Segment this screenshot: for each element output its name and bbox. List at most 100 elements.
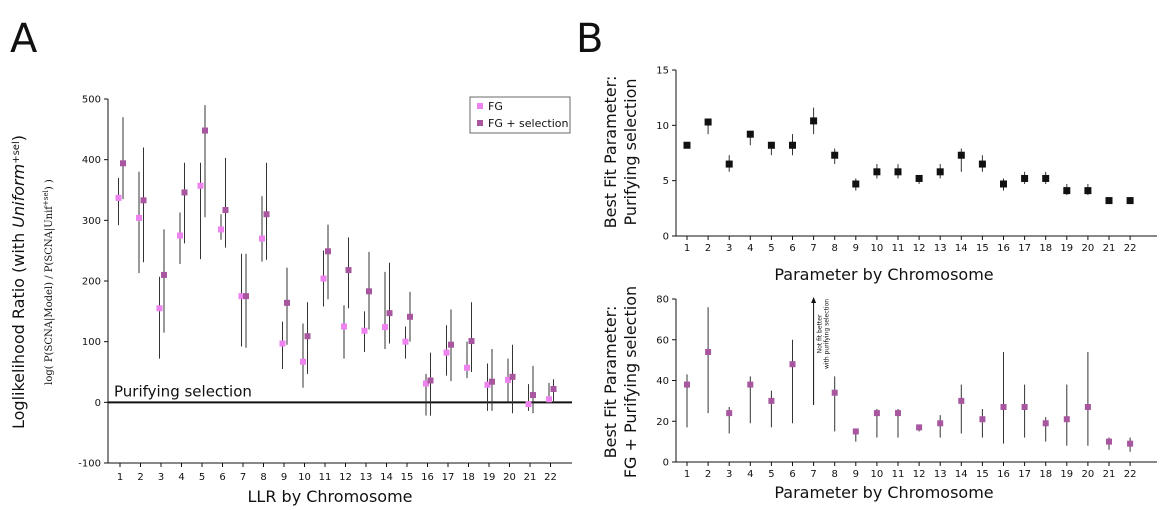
data-point [936, 168, 944, 176]
data-point [1063, 416, 1070, 423]
data-point [263, 211, 270, 218]
x-tick-label: 2 [137, 472, 143, 483]
panel-letter-a: A [10, 16, 38, 62]
data-point [1084, 403, 1091, 410]
y-tick-label: 0 [663, 458, 669, 469]
data-point [407, 313, 413, 320]
annotation-text-line1: Not fit better [817, 314, 824, 353]
data-point [683, 141, 691, 149]
data-point [1126, 197, 1134, 205]
x-tick-label: 2 [705, 243, 711, 254]
data-point [1000, 180, 1007, 188]
data-point [1021, 174, 1029, 182]
x-tick-label: 9 [853, 243, 859, 254]
data-point [361, 327, 368, 334]
x-tick-label: 20 [1082, 469, 1095, 480]
panel-a-x-label: LLR by Chromosome [248, 487, 413, 506]
data-point [873, 410, 880, 417]
x-tick-label: 17 [442, 472, 455, 483]
data-point [916, 424, 923, 431]
x-tick-label: 22 [1124, 469, 1137, 480]
data-point [238, 293, 245, 300]
data-point [978, 160, 986, 168]
x-tick-label: 7 [810, 243, 816, 254]
x-tick-label: 7 [240, 472, 246, 483]
y-tick-label: 500 [82, 95, 101, 106]
x-tick-label: 3 [726, 469, 732, 480]
data-point [789, 361, 796, 368]
data-point [382, 324, 388, 331]
panel-b-bottom-y-label-line2: FG + Purifying selection [621, 286, 640, 478]
data-point [304, 333, 311, 340]
panel-b-bottom-x-ticks: 1 2 3 4 5 6 7 8 9 10 11 12 13 14 15 16 17 18 19 20 21 22 [684, 462, 1137, 480]
x-tick-label: 7 [810, 469, 816, 480]
x-tick-label: 16 [997, 469, 1010, 480]
data-point [1127, 440, 1134, 447]
data-point [831, 151, 839, 159]
y-tick-label: 100 [82, 337, 101, 348]
x-tick-label: 11 [892, 243, 905, 254]
x-tick-label: 6 [789, 469, 795, 480]
purifying-selection-label: Purifying selection [114, 382, 252, 400]
x-tick-label: 19 [1060, 243, 1073, 254]
x-tick-label: 4 [747, 469, 753, 480]
x-tick-label: 22 [1124, 243, 1137, 254]
panel-b-top-x-label: Parameter by Chromosome [774, 265, 993, 284]
data-point [505, 376, 511, 383]
data-point [366, 288, 372, 295]
y-tick-label: 80 [656, 295, 669, 306]
data-point [468, 338, 475, 345]
y-tick-label: 400 [82, 155, 101, 166]
x-tick-label: 5 [199, 472, 205, 483]
data-point [222, 207, 229, 214]
x-tick-label: 5 [768, 243, 774, 254]
data-point [177, 232, 183, 239]
y-tick-label: 200 [82, 277, 101, 288]
x-tick-label: 14 [380, 472, 393, 483]
x-tick-label: 12 [913, 469, 926, 480]
x-tick-label: 2 [705, 469, 711, 480]
x-tick-label: 21 [524, 472, 537, 483]
x-tick-label: 18 [1039, 243, 1052, 254]
y-tick-label: 40 [656, 376, 669, 387]
x-tick-label: 17 [1018, 243, 1031, 254]
annotation-text-line2: with purifying selection [824, 299, 831, 369]
data-point [120, 160, 126, 167]
x-tick-label: 18 [462, 472, 475, 483]
data-point [279, 340, 286, 347]
data-point [243, 293, 249, 300]
x-tick-label: 17 [1018, 469, 1031, 480]
x-tick-label: 13 [934, 469, 947, 480]
data-point [726, 410, 733, 417]
data-point [448, 341, 454, 348]
x-tick-label: 19 [483, 472, 496, 483]
y-tick-label: -100 [78, 459, 101, 470]
data-point [1042, 174, 1050, 182]
x-tick-label: 18 [1039, 469, 1052, 480]
data-point [345, 267, 352, 274]
y-tick-label: 0 [95, 398, 101, 409]
x-tick-label: 1 [117, 472, 123, 483]
data-point [831, 389, 838, 396]
data-point [546, 396, 552, 403]
panel-a-legend: FG FG + selection [469, 96, 571, 134]
data-point [550, 385, 557, 392]
panel-b-top-y-ticks: 0 5 10 15 [656, 66, 676, 243]
x-tick-label: 10 [871, 469, 884, 480]
data-point [341, 323, 347, 330]
data-point [300, 358, 306, 365]
panel-b-top-y-label-line2: Purifying selection [621, 78, 640, 225]
data-point [202, 127, 208, 134]
panel-a-x-ticks: 1 2 3 4 5 6 7 8 9 10 11 12 13 14 15 16 17 18 19 20 21 22 [117, 463, 557, 483]
y-tick-label: 300 [82, 216, 101, 227]
data-point [161, 271, 167, 278]
data-point [320, 275, 327, 282]
panel-b-bottom-x-label: Parameter by Chromosome [774, 483, 993, 502]
y-tick-label: 0 [663, 232, 669, 243]
data-point [725, 160, 733, 168]
x-tick-label: 10 [871, 243, 884, 254]
data-point [1000, 403, 1007, 410]
data-point [768, 397, 775, 404]
